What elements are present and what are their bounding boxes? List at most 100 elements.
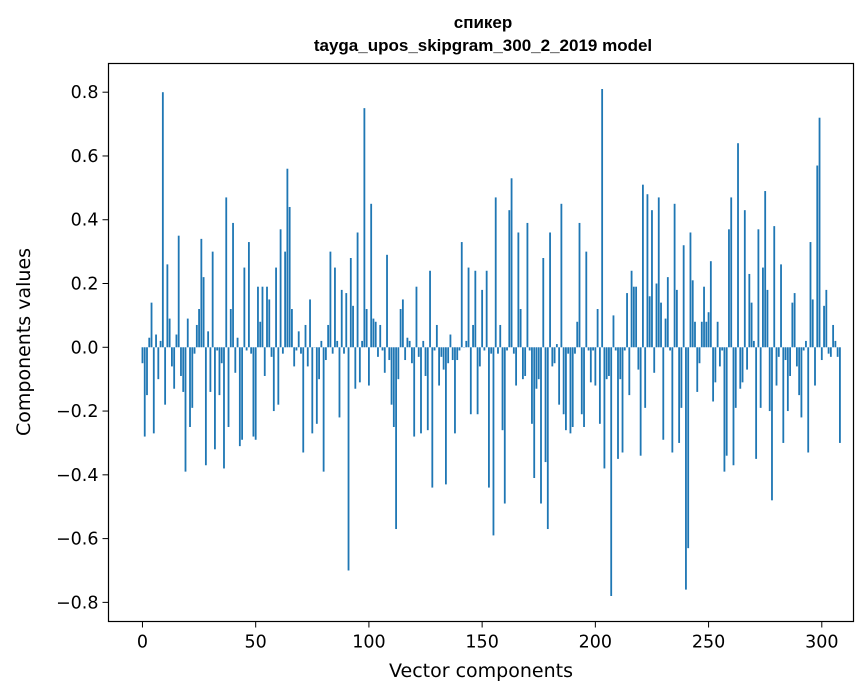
bar-256 bbox=[721, 347, 724, 351]
bar-1 bbox=[143, 347, 146, 437]
bar-212 bbox=[621, 347, 624, 453]
bar-111 bbox=[392, 347, 395, 427]
bar-115 bbox=[401, 299, 404, 348]
bar-226 bbox=[653, 347, 656, 373]
bar-277 bbox=[768, 347, 771, 412]
bar-261 bbox=[732, 347, 735, 466]
bar-231 bbox=[664, 318, 667, 348]
bar-22 bbox=[191, 347, 194, 408]
bar-287 bbox=[791, 302, 794, 348]
bar-292 bbox=[802, 347, 805, 351]
bar-265 bbox=[741, 347, 744, 383]
bar-136 bbox=[449, 334, 452, 348]
bar-36 bbox=[223, 347, 225, 469]
bar-172 bbox=[531, 347, 533, 424]
bar-26 bbox=[200, 238, 203, 348]
bar-16 bbox=[177, 235, 180, 348]
bar-93 bbox=[352, 305, 354, 348]
bar-245 bbox=[696, 347, 699, 392]
bar-235 bbox=[673, 203, 676, 348]
bar-68 bbox=[295, 347, 298, 351]
bar-230 bbox=[662, 347, 665, 440]
bar-200 bbox=[594, 347, 597, 386]
bar-191 bbox=[574, 347, 576, 354]
bar-109 bbox=[388, 347, 391, 361]
y-tick-label: −0.8 bbox=[56, 593, 99, 613]
bar-128 bbox=[431, 347, 434, 488]
bar-262 bbox=[734, 347, 737, 408]
bar-58 bbox=[272, 347, 275, 412]
bar-121 bbox=[415, 286, 418, 348]
bar-239 bbox=[682, 245, 685, 348]
bar-97 bbox=[361, 340, 364, 348]
bar-89 bbox=[343, 347, 345, 354]
x-tick-label: 50 bbox=[245, 633, 267, 653]
y-tick-label: −0.4 bbox=[56, 466, 99, 486]
bar-125 bbox=[424, 347, 427, 376]
bar-27 bbox=[202, 277, 205, 348]
bar-73 bbox=[306, 347, 309, 367]
bar-23 bbox=[193, 347, 196, 354]
x-axis-label: Vector components bbox=[389, 660, 573, 682]
bar-31 bbox=[211, 251, 214, 348]
bar-257 bbox=[723, 347, 726, 472]
bar-173 bbox=[533, 347, 536, 479]
bar-160 bbox=[503, 347, 506, 504]
bar-91 bbox=[347, 347, 350, 571]
bar-24 bbox=[195, 324, 198, 348]
bar-250 bbox=[707, 312, 710, 348]
bar-44 bbox=[241, 347, 244, 440]
plot-frame bbox=[107, 62, 855, 623]
bar-158 bbox=[499, 324, 502, 348]
bar-197 bbox=[587, 347, 590, 351]
bar-96 bbox=[358, 347, 361, 383]
bar-286 bbox=[789, 347, 791, 376]
bar-153 bbox=[488, 347, 490, 488]
bar-137 bbox=[451, 347, 454, 361]
bar-46 bbox=[245, 347, 248, 351]
bar-118 bbox=[408, 340, 411, 348]
bar-145 bbox=[469, 347, 472, 415]
bar-252 bbox=[712, 347, 715, 402]
bar-225 bbox=[651, 210, 653, 348]
bar-151 bbox=[483, 347, 486, 351]
bar-222 bbox=[644, 347, 647, 408]
bar-298 bbox=[816, 165, 819, 348]
bar-140 bbox=[458, 347, 461, 351]
bar-215 bbox=[628, 347, 631, 396]
bar-209 bbox=[614, 347, 617, 351]
bar-273 bbox=[759, 347, 762, 408]
bar-270 bbox=[752, 340, 755, 348]
bar-87 bbox=[338, 347, 341, 418]
bar-106 bbox=[381, 347, 384, 351]
bar-289 bbox=[795, 347, 798, 367]
bar-210 bbox=[617, 347, 619, 459]
bar-139 bbox=[456, 347, 459, 361]
bar-40 bbox=[232, 222, 234, 348]
bar-259 bbox=[728, 229, 730, 348]
bar-293 bbox=[805, 340, 807, 348]
bar-17 bbox=[180, 347, 182, 376]
x-tick-label: 0 bbox=[137, 633, 148, 653]
y-tick-label: 0.4 bbox=[71, 211, 99, 231]
bar-247 bbox=[700, 321, 703, 348]
bar-82 bbox=[327, 324, 330, 348]
bar-42 bbox=[236, 337, 239, 348]
bar-66 bbox=[291, 309, 293, 348]
bar-208 bbox=[612, 315, 615, 348]
bar-190 bbox=[571, 347, 574, 427]
bar-269 bbox=[750, 302, 753, 348]
bar-119 bbox=[411, 347, 413, 364]
bar-150 bbox=[481, 289, 484, 348]
bar-306 bbox=[834, 340, 837, 348]
bar-280 bbox=[775, 347, 778, 386]
bar-149 bbox=[478, 347, 481, 367]
bar-202 bbox=[598, 347, 601, 424]
bar-85 bbox=[334, 267, 336, 348]
bar-19 bbox=[184, 347, 187, 472]
y-tick-label: 0.0 bbox=[71, 338, 99, 358]
x-tick-label: 300 bbox=[805, 633, 838, 653]
bar-258 bbox=[725, 347, 728, 456]
bar-248 bbox=[703, 286, 705, 348]
